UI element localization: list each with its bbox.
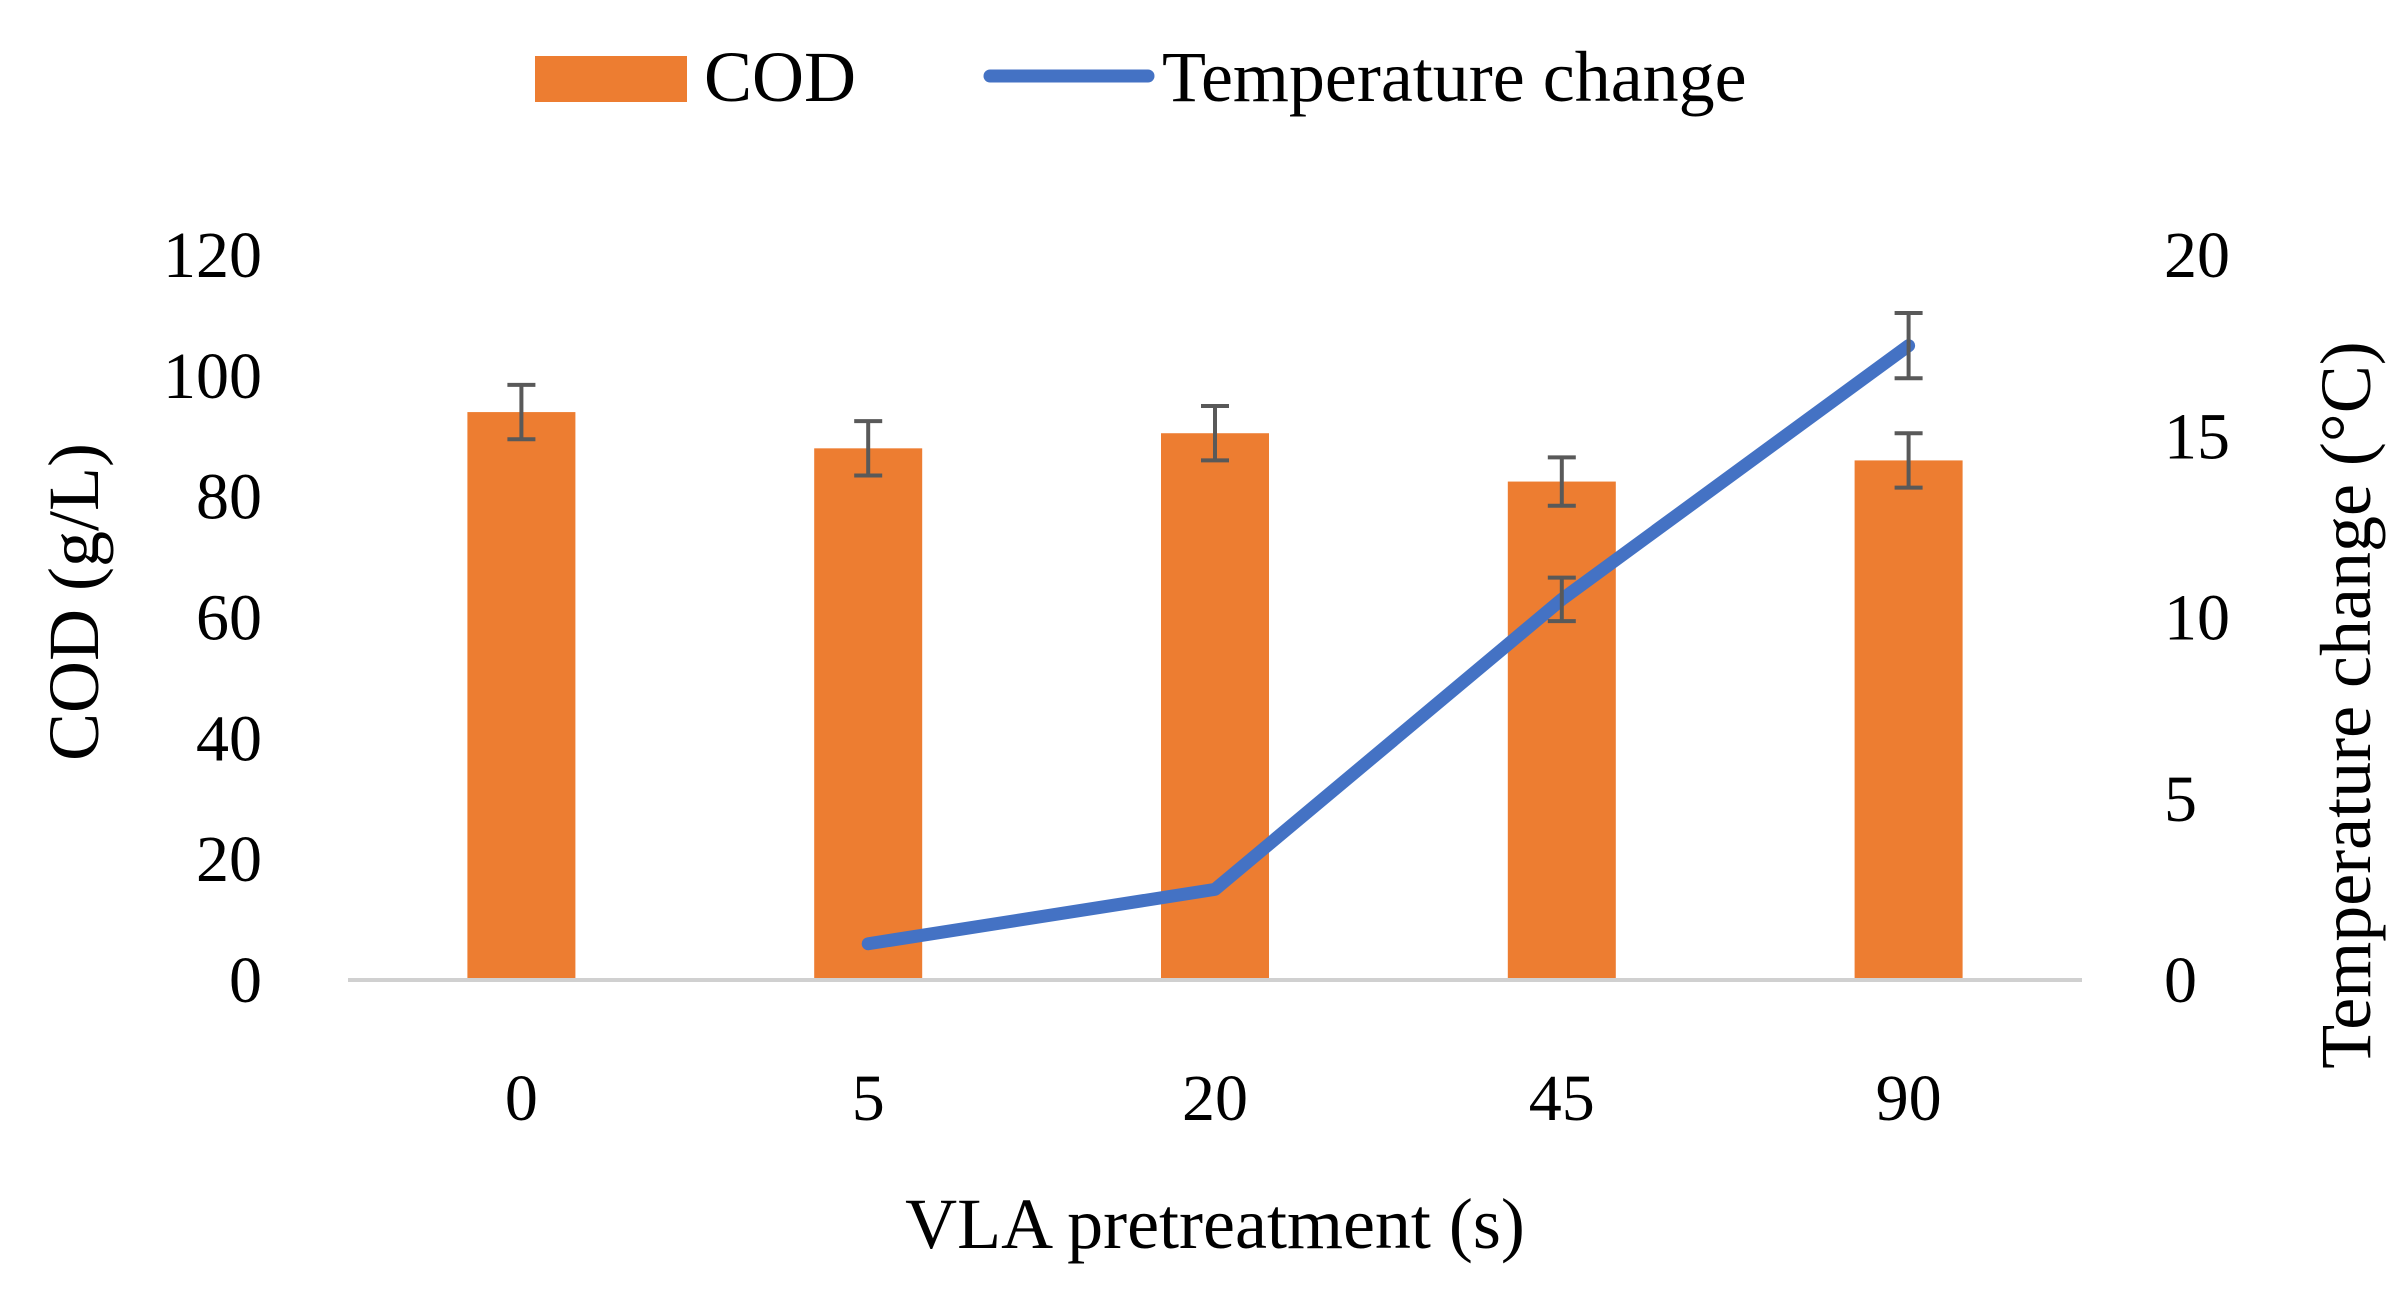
right-y-axis-title: Temperature change (°C) (2306, 341, 2386, 1068)
right-y-tick-label: 10 (2164, 582, 2230, 655)
left-y-tick-label: 100 (163, 340, 262, 413)
right-y-axis-ticks: 0 5 10 15 20 (2164, 219, 2230, 1017)
x-tick-label-5: 5 (852, 1062, 885, 1135)
temperature-line (868, 346, 1908, 944)
x-axis-title: VLA pretreatment (s) (905, 1184, 1525, 1264)
temperature-line-series (868, 346, 1909, 944)
cod-bar-5 (814, 448, 922, 980)
x-tick-label-0: 0 (505, 1062, 538, 1135)
left-y-tick-label: 20 (196, 823, 262, 896)
left-y-tick-label: 40 (196, 702, 262, 775)
legend-cod-swatch (535, 56, 687, 102)
left-y-tick-label: 120 (163, 219, 262, 292)
x-tick-label-45: 45 (1529, 1062, 1595, 1135)
right-y-tick-label: 15 (2164, 400, 2230, 473)
legend: COD Temperature change (535, 37, 1747, 117)
left-y-axis-ticks: 0 20 40 60 80 100 120 (163, 219, 262, 1017)
legend-temperature-label: Temperature change (1162, 37, 1747, 117)
legend-cod-label: COD (704, 37, 856, 117)
left-y-tick-label: 80 (196, 461, 262, 534)
left-y-tick-label: 0 (229, 944, 262, 1017)
right-y-tick-label: 0 (2164, 944, 2197, 1017)
right-y-tick-label: 5 (2164, 763, 2197, 836)
right-y-tick-label: 20 (2164, 219, 2230, 292)
cod-bar-45 (1508, 482, 1616, 980)
x-axis-ticks: 0 5 20 45 90 (505, 1062, 1942, 1135)
cod-bar-0 (467, 412, 575, 980)
x-tick-label-90: 90 (1876, 1062, 1942, 1135)
left-y-axis-title: COD (g/L) (34, 443, 114, 761)
left-y-tick-label: 60 (196, 582, 262, 655)
cod-bar-90 (1855, 460, 1963, 980)
x-tick-label-20: 20 (1182, 1062, 1248, 1135)
